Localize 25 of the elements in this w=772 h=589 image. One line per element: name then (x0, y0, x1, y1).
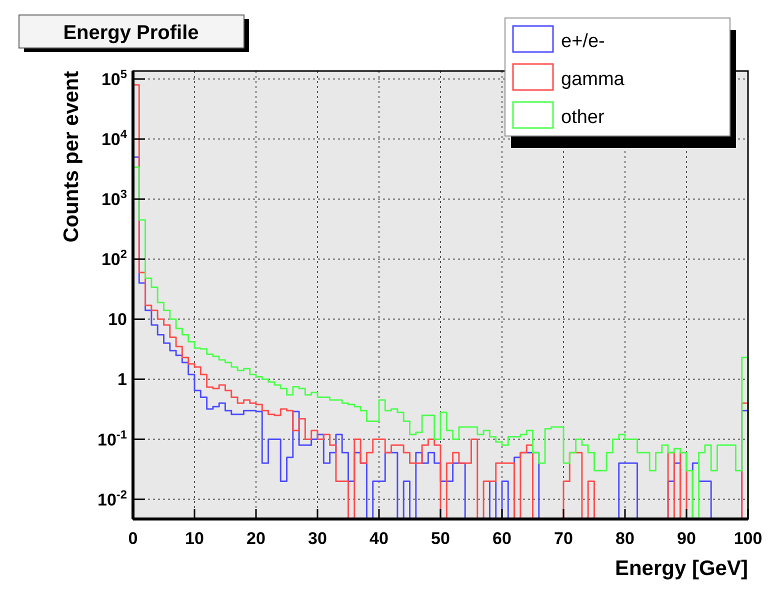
legend-label: gamma (561, 69, 625, 90)
y-tick-label: 10$^{-1}$ (98, 427, 128, 450)
x-tick-label: 30 (308, 529, 327, 548)
x-tick-label: 80 (616, 529, 634, 548)
x-tick-label: 60 (492, 529, 512, 548)
x-tick-label: 90 (677, 529, 696, 548)
x-tick-label: 0 (128, 529, 138, 548)
legend-label: other (561, 107, 605, 128)
chart-title: Energy Profile (63, 22, 199, 44)
x-tick-label: 100 (734, 529, 762, 548)
x-tick-label: 50 (431, 529, 450, 548)
y-tick-label: 10$^{2}$ (101, 247, 128, 270)
x-tick-label: 10 (185, 529, 204, 548)
x-tick-label: 70 (554, 529, 573, 548)
y-tick-label: 10$^{5}$ (101, 67, 128, 90)
y-tick-label: 10 (108, 310, 127, 330)
y-tick-label: 10$^{4}$ (101, 127, 128, 150)
x-tick-label: 20 (246, 529, 266, 548)
y-axis-title: Counts per event (60, 70, 83, 243)
x-axis-title: Energy [GeV] (614, 557, 748, 580)
y-tick-label: 10$^{-2}$ (98, 487, 128, 510)
x-tick-label: 40 (370, 529, 388, 548)
y-tick-label: 1 (118, 370, 127, 390)
y-tick-label: 10$^{3}$ (101, 187, 128, 210)
legend-label: e+/e- (561, 31, 605, 52)
